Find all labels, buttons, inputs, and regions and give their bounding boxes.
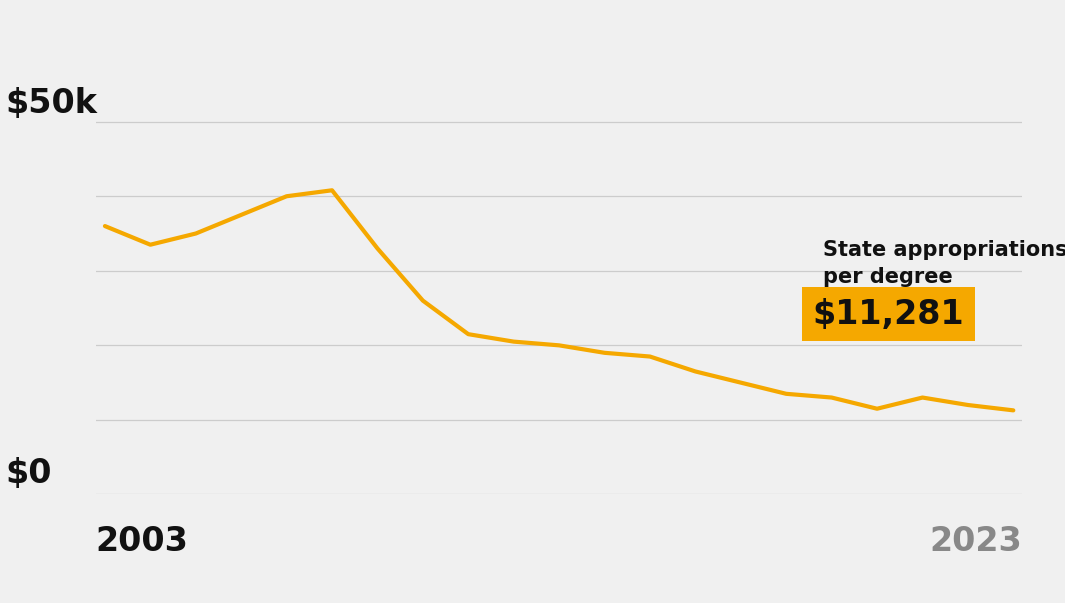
- Text: $0: $0: [5, 457, 52, 490]
- Text: $50k: $50k: [5, 87, 97, 121]
- Text: State appropriations
per degree: State appropriations per degree: [823, 240, 1065, 286]
- Text: $11,281: $11,281: [813, 297, 964, 330]
- Text: 2003: 2003: [96, 525, 189, 558]
- Text: 2023: 2023: [930, 525, 1022, 558]
